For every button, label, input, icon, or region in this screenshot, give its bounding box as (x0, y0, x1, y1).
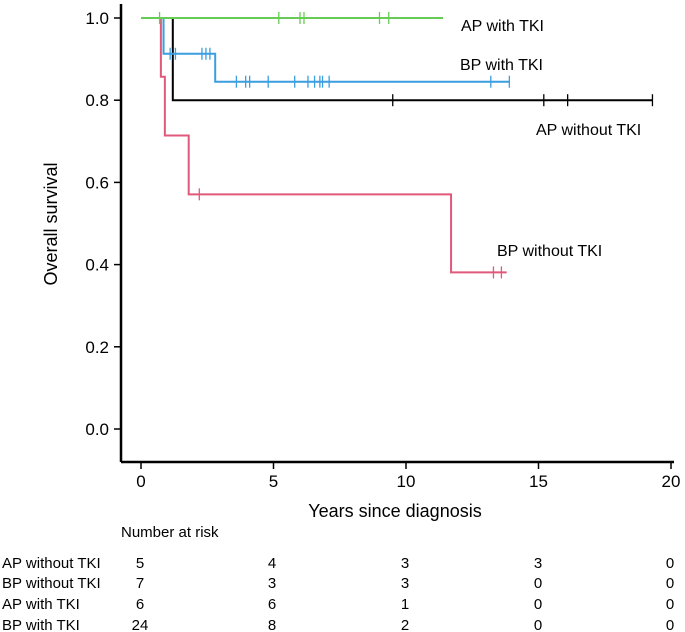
risk-count: 2 (401, 617, 409, 632)
y-tick-label: 1.0 (85, 9, 109, 28)
risk-row-label: BP with TKI (2, 617, 80, 632)
series-ap-with-tki (141, 12, 444, 24)
risk-count: 6 (136, 596, 144, 613)
risk-count: 4 (268, 555, 276, 572)
risk-count: 3 (401, 555, 409, 572)
risk-count: 1 (401, 596, 409, 613)
y-tick-label: 0.0 (85, 420, 109, 439)
risk-count: 3 (268, 575, 276, 592)
series-labels: AP without TKI BP without TKI AP with TKI B… (460, 18, 641, 260)
risk-count: 5 (136, 555, 144, 572)
risk-count: 24 (132, 617, 149, 632)
y-tick-label: 0.2 (85, 338, 109, 357)
risk-count: 0 (534, 617, 542, 632)
risk-count: 0 (534, 575, 542, 592)
survival-step-line (141, 17, 507, 274)
risk-row-label: BP without TKI (2, 575, 101, 592)
y-tick-label: 0.4 (85, 256, 109, 275)
risk-count: 0 (666, 555, 674, 572)
risk-count: 3 (534, 555, 542, 572)
series-label: AP without TKI (536, 122, 641, 139)
series-bp-with-tki (141, 17, 511, 88)
risk-count: 0 (666, 596, 674, 613)
x-axis-title: Years since diagnosis (308, 501, 481, 521)
risk-table: Number at risk AP without TKI 5 4 3 3 0 BP with… (2, 524, 674, 632)
risk-count: 7 (136, 575, 144, 592)
x-tick-label: 0 (136, 472, 145, 491)
risk-count: 6 (268, 596, 276, 613)
series-label: BP with TKI (460, 57, 543, 74)
survival-step-line (141, 17, 510, 83)
risk-count: 0 (534, 596, 542, 613)
x-tick-label: 10 (397, 472, 416, 491)
survival-curves (141, 12, 654, 279)
series-bp-without-tki (141, 17, 507, 279)
y-axis-title: Overall survival (41, 162, 61, 285)
y-tick-label: 0.6 (85, 173, 109, 192)
x-tick-label: 5 (269, 472, 278, 491)
series-label: BP without TKI (497, 243, 602, 260)
risk-count: 3 (401, 575, 409, 592)
y-tick-label: 0.8 (85, 91, 109, 110)
risk-row-label: AP with TKI (2, 596, 80, 613)
series-label: AP with TKI (461, 18, 544, 35)
risk-count: 8 (268, 617, 276, 632)
risk-row-label: AP without TKI (2, 555, 101, 572)
risk-count: 0 (666, 617, 674, 632)
series-ap-without-tki (141, 17, 654, 107)
risk-count: 0 (666, 575, 674, 592)
x-tick-label: 20 (662, 472, 681, 491)
x-tick-label: 15 (529, 472, 548, 491)
axes: 0.0 0.2 0.4 0.6 0.8 1.0 0 5 10 15 20 Years since di… (41, 4, 680, 521)
risk-table-title: Number at risk (121, 524, 219, 541)
survival-step-line (141, 17, 653, 102)
